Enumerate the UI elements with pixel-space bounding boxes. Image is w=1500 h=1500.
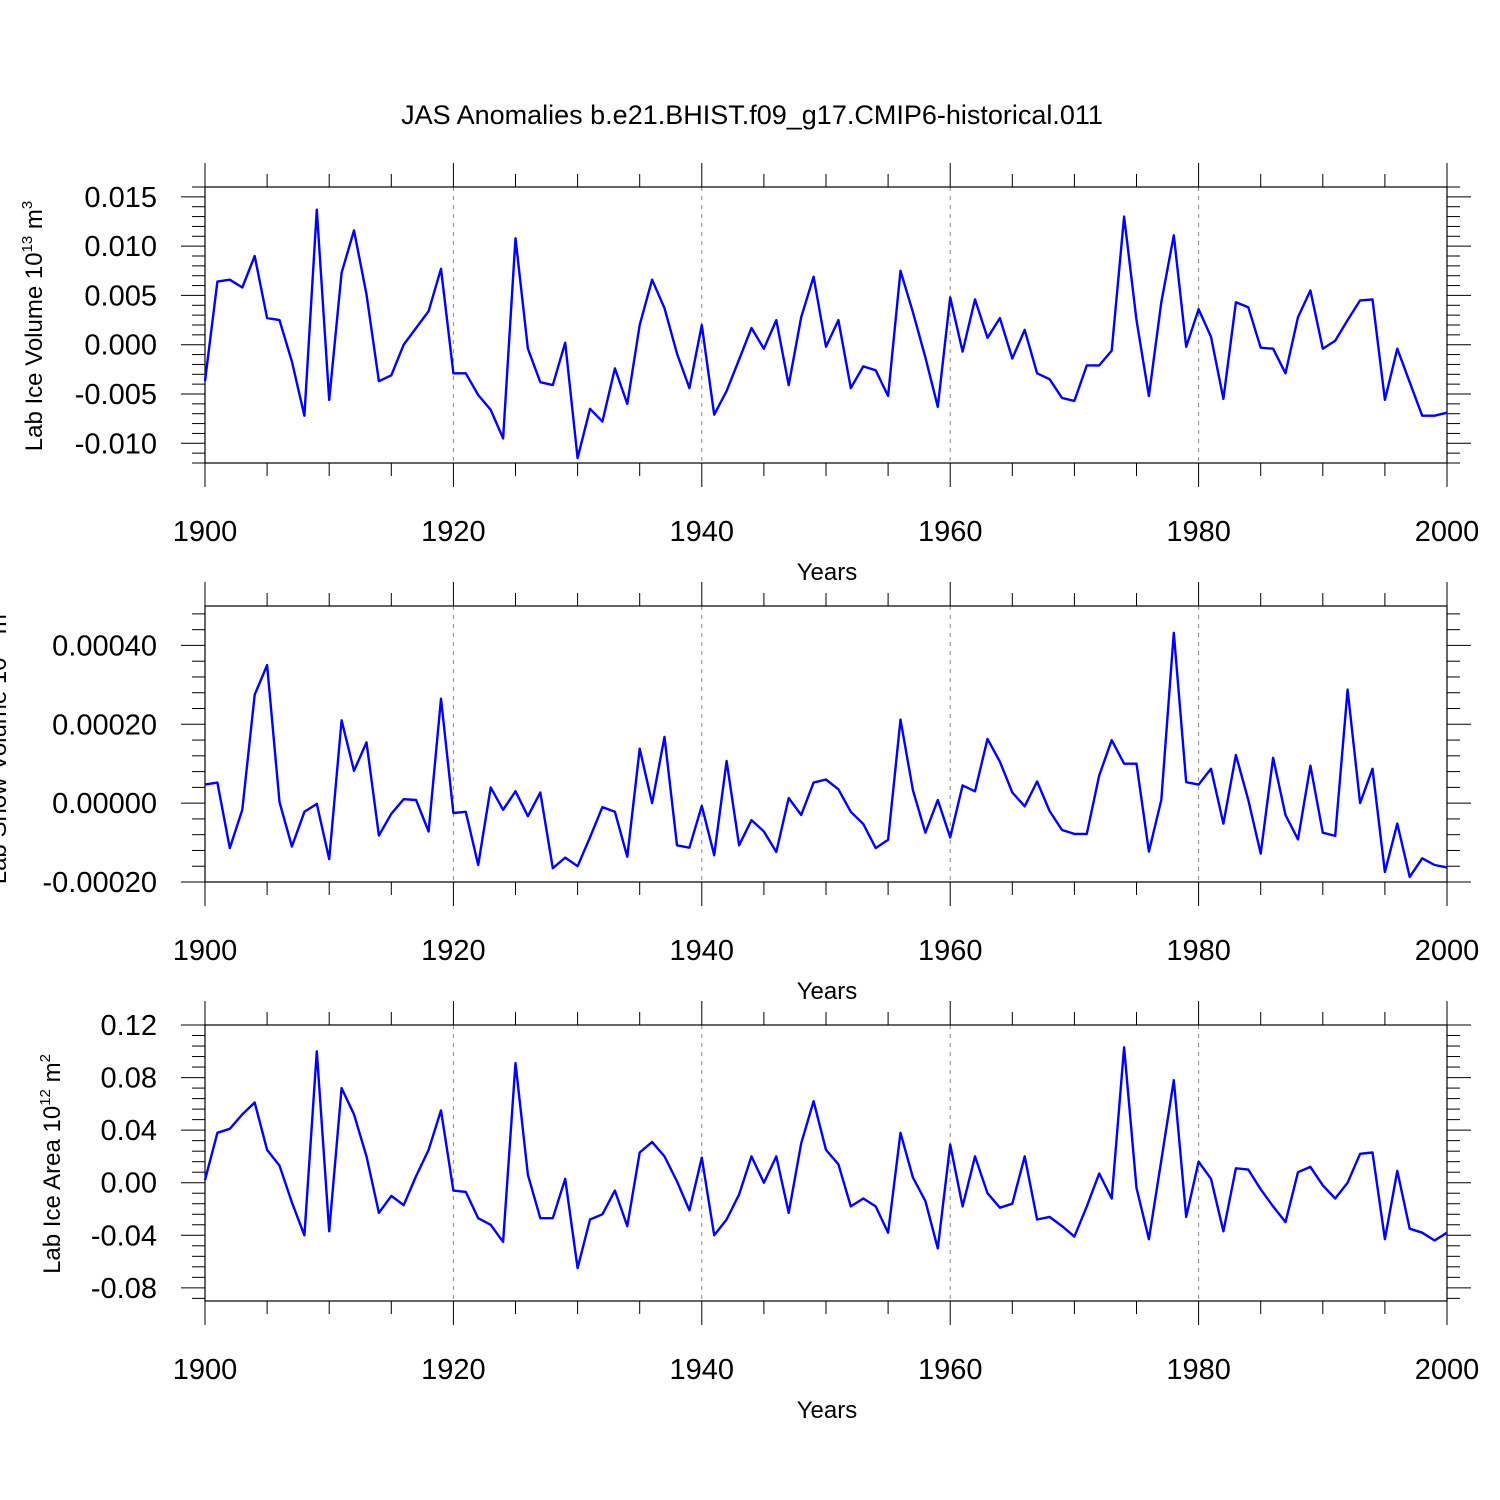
y-tick-label: 0.00000 xyxy=(52,788,157,820)
y-tick-label: 0.000 xyxy=(84,330,157,362)
y-tick-label: 0.04 xyxy=(101,1115,157,1147)
x-tick-label: 2000 xyxy=(1415,1354,1480,1386)
x-tick-label: 1960 xyxy=(918,935,983,967)
y-tick-label: -0.010 xyxy=(75,428,157,460)
x-tick-label: 1940 xyxy=(670,516,735,548)
x-tick-label: 1940 xyxy=(670,1354,735,1386)
plot-frame xyxy=(204,1024,1448,1302)
y-axis-title: Lab Ice Area 1012 m2 xyxy=(37,1054,66,1274)
y-tick-label: -0.00020 xyxy=(43,867,158,899)
x-tick-label: 1980 xyxy=(1166,935,1231,967)
series-line xyxy=(203,1046,1448,1270)
y-tick-label: -0.08 xyxy=(91,1273,157,1305)
series-line xyxy=(204,631,1448,879)
y-axis-title: Lab Snow Volume 1013 m3 xyxy=(0,606,12,885)
y-tick-label: 0.12 xyxy=(101,1010,157,1042)
x-axis-title: Years xyxy=(797,1397,858,1424)
panel-lab-ice-area: Lab Ice Area 1012 m2 Years 0.12 0.08 0.04 0… xyxy=(37,1001,1479,1424)
y-tick-label: 0.08 xyxy=(101,1063,157,1095)
x-axis-title: Years xyxy=(797,559,858,586)
plot-frame xyxy=(204,605,1448,883)
y-tick-label: 0.00020 xyxy=(52,709,157,741)
y-tick-label: -0.04 xyxy=(91,1220,157,1252)
x-tick-label: 1960 xyxy=(918,516,983,548)
x-tick-label: 2000 xyxy=(1415,935,1480,967)
series-line xyxy=(203,208,1448,460)
panel-lab-snow-volume: Lab Snow Volume 1013 m3 Years 0.00040 0.0… xyxy=(0,582,1479,1005)
x-tick-label: 1920 xyxy=(421,935,486,967)
y-tick-label: 0.005 xyxy=(84,280,157,312)
y-tick-label: 0.00 xyxy=(101,1168,157,1200)
panel-lab-ice-volume: Lab Ice Volume 1013 m3 Years 0.015 0.010 0… xyxy=(19,163,1479,586)
x-tick-label: 1980 xyxy=(1166,516,1231,548)
x-tick-label: 1900 xyxy=(173,1354,238,1386)
x-tick-label: 1940 xyxy=(670,935,735,967)
figure-title: JAS Anomalies b.e21.BHIST.f09_g17.CMIP6-… xyxy=(401,100,1103,130)
x-tick-label: 2000 xyxy=(1415,516,1480,548)
x-tick-label: 1920 xyxy=(421,516,486,548)
y-tick-label: -0.005 xyxy=(75,379,157,411)
y-axis-title: Lab Ice Volume 1013 m3 xyxy=(19,201,48,452)
x-tick-label: 1900 xyxy=(173,935,238,967)
x-tick-label: 1900 xyxy=(173,516,238,548)
y-tick-label: 0.00040 xyxy=(52,630,157,662)
x-tick-label: 1920 xyxy=(421,1354,486,1386)
y-tick-label: 0.015 xyxy=(84,182,157,214)
x-tick-label: 1980 xyxy=(1166,1354,1231,1386)
plot-frame xyxy=(204,186,1448,464)
x-axis-title: Years xyxy=(797,978,858,1005)
y-tick-label: 0.010 xyxy=(84,231,157,263)
x-tick-label: 1960 xyxy=(918,1354,983,1386)
